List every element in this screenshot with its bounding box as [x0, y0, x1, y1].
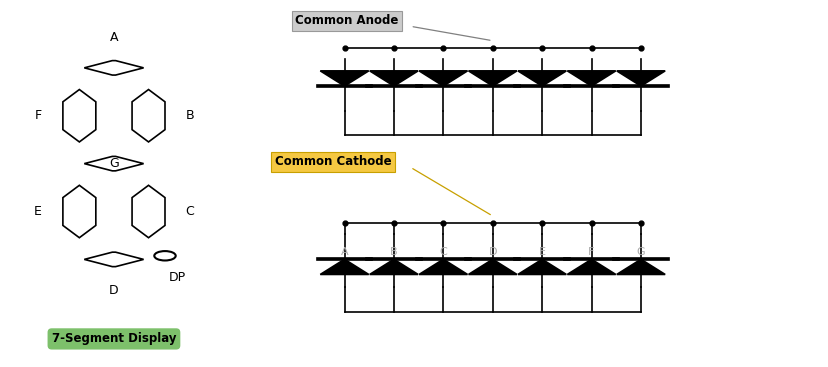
Text: B: B: [185, 109, 194, 122]
Polygon shape: [468, 259, 517, 275]
Text: C: C: [185, 205, 194, 218]
Text: A: A: [340, 247, 348, 257]
Polygon shape: [616, 71, 664, 86]
Polygon shape: [320, 71, 368, 86]
Polygon shape: [468, 71, 517, 86]
Polygon shape: [369, 71, 417, 86]
Text: G: G: [109, 157, 118, 170]
Polygon shape: [566, 71, 615, 86]
Text: F: F: [588, 247, 594, 257]
Text: B: B: [390, 247, 397, 257]
Polygon shape: [616, 259, 664, 275]
Text: B: B: [390, 72, 397, 82]
Text: F: F: [35, 109, 41, 122]
Polygon shape: [518, 259, 566, 275]
Polygon shape: [320, 259, 368, 275]
Polygon shape: [566, 259, 615, 275]
Polygon shape: [419, 71, 467, 86]
Text: D: D: [488, 247, 496, 257]
Text: Common Anode: Common Anode: [295, 14, 398, 28]
Text: E: E: [538, 247, 545, 257]
Text: A: A: [340, 72, 348, 82]
Polygon shape: [518, 71, 566, 86]
Text: Common Cathode: Common Cathode: [274, 155, 391, 168]
Text: C: C: [439, 247, 446, 257]
Text: E: E: [34, 205, 42, 218]
Polygon shape: [419, 259, 467, 275]
Text: D: D: [488, 72, 496, 82]
Text: 7-Segment Display: 7-Segment Display: [51, 333, 176, 345]
Polygon shape: [369, 259, 417, 275]
Text: F: F: [588, 72, 594, 82]
Text: G: G: [636, 72, 644, 82]
Text: E: E: [538, 72, 545, 82]
Text: DP: DP: [169, 271, 185, 284]
Text: C: C: [439, 72, 446, 82]
Text: A: A: [109, 30, 118, 44]
Text: D: D: [109, 284, 118, 297]
Text: G: G: [636, 247, 644, 257]
